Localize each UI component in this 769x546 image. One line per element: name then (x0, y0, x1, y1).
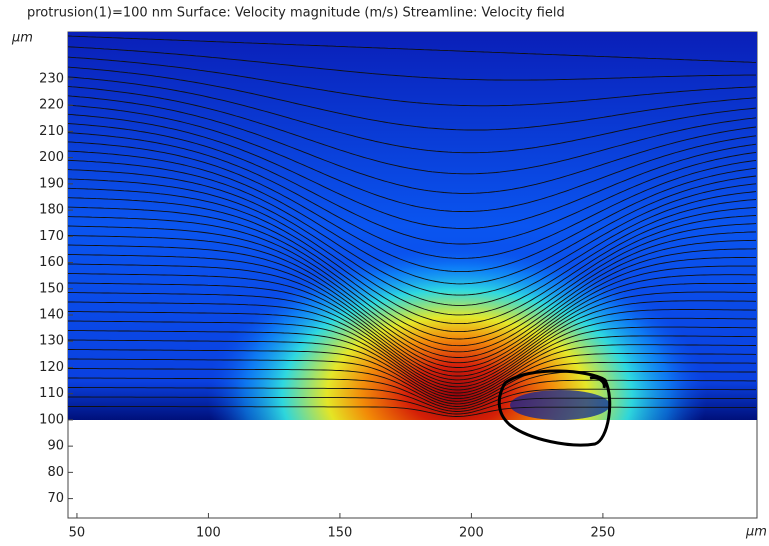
y-tick-label: 130 (39, 334, 64, 349)
streamline (68, 123, 757, 245)
streamline (68, 46, 756, 81)
y-tick-label: 90 (47, 439, 64, 454)
streamline (68, 330, 757, 397)
streamline (68, 35, 757, 63)
x-tick-label: 150 (328, 526, 353, 541)
streamline (68, 358, 756, 405)
x-tick-label: 100 (196, 526, 221, 541)
y-tick-label: 70 (47, 491, 64, 506)
streamline (68, 132, 757, 259)
streamline (68, 244, 756, 364)
streamline (68, 368, 756, 407)
x-tick-label: 200 (459, 526, 484, 541)
y-tick-label: 100 (39, 412, 64, 427)
streamline (68, 282, 757, 381)
y-tick-label: 120 (39, 360, 64, 375)
y-tick-label: 160 (39, 255, 64, 270)
streamline (68, 169, 757, 306)
y-axis-label: µm (11, 31, 33, 46)
hand-drawn-circle (497, 369, 612, 447)
streamline (68, 76, 757, 154)
streamline (68, 301, 756, 388)
streamline (68, 159, 757, 296)
streamline (68, 216, 757, 347)
streamline (68, 320, 756, 394)
y-tick-label: 150 (39, 281, 64, 296)
streamline (68, 141, 757, 273)
streamline (68, 254, 756, 368)
streamline (68, 406, 756, 417)
x-tick-label: 250 (590, 526, 615, 541)
streamline (68, 95, 757, 194)
streamline (68, 292, 757, 384)
streamline (68, 104, 757, 213)
x-tick-label: 50 (69, 526, 86, 541)
y-tick-label: 210 (39, 124, 64, 139)
streamlines (68, 35, 757, 417)
streamline (68, 225, 757, 353)
streamline (68, 66, 757, 131)
y-tick-label: 180 (39, 203, 64, 218)
chart-title: protrusion(1)=100 nm Surface: Velocity m… (27, 6, 565, 21)
y-tick-label: 220 (39, 98, 64, 113)
streamline (68, 187, 757, 325)
streamline (68, 339, 756, 400)
y-tick-label: 80 (47, 465, 64, 480)
y-tick-label: 190 (39, 176, 64, 191)
streamline (68, 113, 757, 229)
y-tick-label: 170 (39, 229, 64, 244)
streamline (68, 263, 757, 373)
streamline (68, 197, 757, 333)
streamline (68, 150, 757, 285)
streamline (68, 377, 756, 410)
streamline (68, 56, 757, 107)
streamline (68, 178, 757, 316)
streamline (68, 396, 756, 415)
y-tick-label: 200 (39, 150, 64, 165)
streamline (68, 387, 756, 412)
surface (68, 32, 757, 420)
y-tick-label: 140 (39, 307, 64, 322)
streamline (68, 235, 757, 358)
streamline (68, 85, 757, 175)
x-axis-label: µm (745, 525, 767, 540)
y-tick-label: 230 (39, 71, 64, 86)
y-tick-label: 110 (39, 386, 64, 401)
streamline (68, 206, 757, 340)
streamline (68, 273, 756, 377)
streamline (68, 349, 757, 402)
streamline (68, 311, 757, 391)
